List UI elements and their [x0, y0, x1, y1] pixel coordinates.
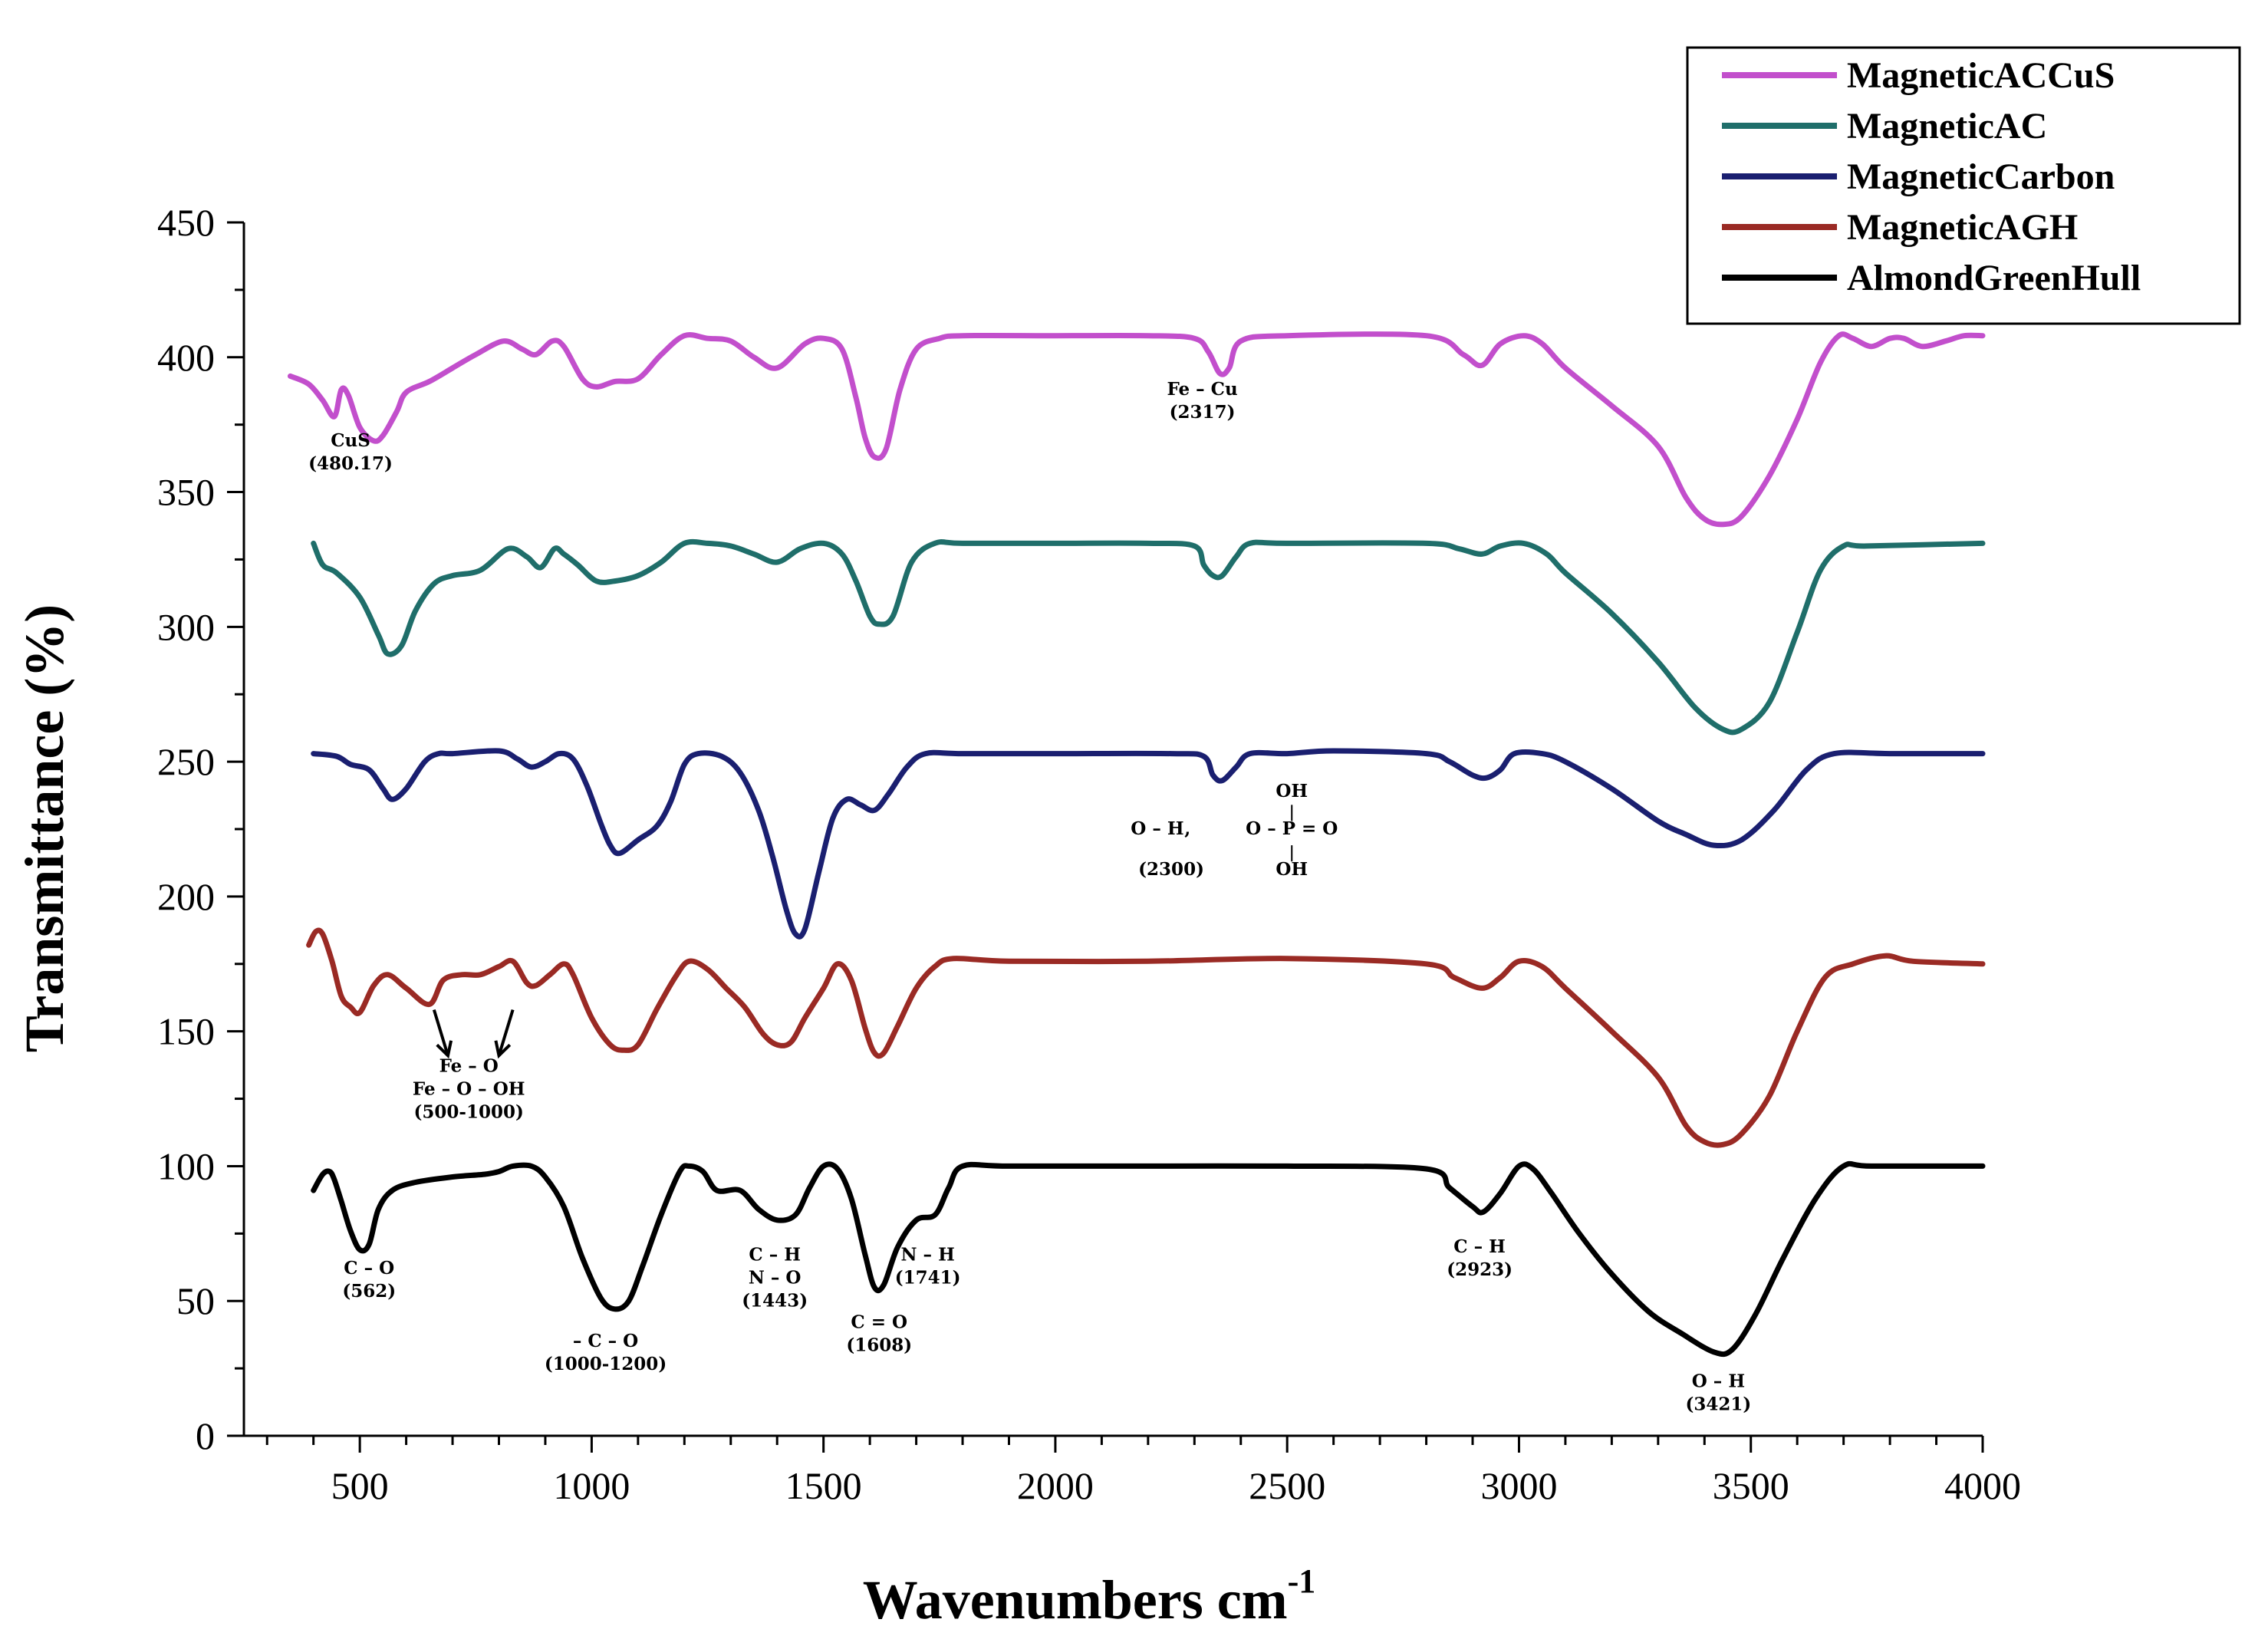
arrow-line [497, 1009, 515, 1056]
series-line-MagneticAC [311, 538, 1986, 736]
series-line-AlmondGreenHull [311, 1160, 1986, 1358]
x-tick-label: 3000 [1480, 1464, 1557, 1507]
y-tick-label: 0 [196, 1414, 215, 1457]
x-tick-label: 2500 [1249, 1464, 1325, 1507]
y-tick-label: 450 [157, 201, 215, 244]
peak-annotation: CuS [331, 430, 370, 451]
peak-annotation: (480.17) [308, 453, 393, 474]
x-tick-label: 3500 [1713, 1464, 1789, 1507]
x-axis-title-main: Wavenumbers cm [863, 1569, 1288, 1631]
plot-frame [242, 222, 1983, 1437]
peak-annotation: Fe – Cu [1167, 379, 1237, 400]
x-axis-title-superscript: -1 [1288, 1562, 1316, 1600]
y-tick-label: 100 [157, 1144, 215, 1187]
peak-annotation: OH [1276, 859, 1308, 880]
legend-label-MagneticACCuS: MagneticACCuS [1847, 55, 2115, 96]
x-tick-label: 4000 [1944, 1464, 2021, 1507]
series-line-MagneticCarbon [311, 748, 1986, 940]
peak-annotation: (2317) [1170, 402, 1236, 423]
peak-annotation: N – H [901, 1244, 955, 1265]
peak-annotation: C – O [344, 1258, 394, 1279]
peak-annotation: C = O [851, 1312, 907, 1332]
legend-items: MagneticACCuS MagneticAC MagneticCarbon Mag… [1722, 55, 2141, 298]
peak-annotation: C – H [1453, 1236, 1506, 1257]
peak-annotation: (2300) [1138, 859, 1204, 880]
series-line-MagneticACCuS [288, 331, 1986, 528]
x-axis-title: Wavenumbers cm-1 [863, 1562, 1316, 1631]
legend: MagneticACCuS MagneticAC MagneticCarbon Mag… [1686, 46, 2241, 325]
x-tick-label: 1000 [553, 1464, 630, 1507]
peak-annotation: (500-1000) [414, 1101, 524, 1122]
peak-annotation: , [1184, 818, 1190, 839]
peak-annotation: (3421) [1686, 1394, 1752, 1415]
y-axis: 0 50 100 150 200 250 300 350 400 450 [157, 201, 244, 1457]
legend-label-MagneticCarbon: MagneticCarbon [1847, 156, 2115, 197]
peak-annotation: N – O [749, 1267, 802, 1288]
peak-annotation: (2923) [1447, 1259, 1513, 1280]
arrow-line [432, 1009, 449, 1056]
peak-annotation: (562) [342, 1281, 396, 1302]
x-tick-label: 500 [331, 1464, 389, 1507]
peak-annotation: O – H [1131, 818, 1183, 839]
legend-label-MagneticAGH: MagneticAGH [1847, 207, 2078, 248]
y-tick-label: 250 [157, 740, 215, 783]
peak-annotation: Fe – O [439, 1055, 499, 1076]
peak-annotation: OH [1276, 781, 1308, 801]
peak-annotation: (1443) [742, 1290, 808, 1311]
peak-annotation: (1000-1200) [545, 1354, 667, 1374]
series-line-MagneticAGH [306, 927, 1986, 1148]
y-tick-label: 150 [157, 1010, 215, 1053]
y-tick-label: 300 [157, 605, 215, 648]
arrow-head [436, 1040, 453, 1059]
peak-annotation: – C – O [573, 1331, 638, 1351]
y-tick-label: 400 [157, 336, 215, 379]
annotation-layer: CuS(480.17) Fe – Cu(2317) C – O(562) – C – … [308, 379, 1751, 1415]
y-tick-label: 200 [157, 875, 215, 918]
x-tick-label: 2000 [1017, 1464, 1094, 1507]
peak-annotation: Fe – O – OH [413, 1078, 525, 1099]
peak-annotation: C – H [749, 1244, 801, 1265]
arrow-head [494, 1040, 512, 1059]
x-tick-label: 1500 [785, 1464, 862, 1507]
legend-label-MagneticAC: MagneticAC [1847, 106, 2047, 146]
peak-annotation: O – P = O [1246, 818, 1338, 839]
peak-annotation: (1608) [846, 1335, 912, 1355]
peak-annotation: (1741) [895, 1267, 961, 1288]
peak-annotation: O – H [1692, 1371, 1745, 1392]
series-layer [288, 331, 1986, 1358]
y-tick-label: 50 [176, 1279, 215, 1322]
legend-label-AlmondGreenHull: AlmondGreenHull [1847, 258, 2141, 298]
y-axis-title: Transmittance (%) [14, 604, 75, 1053]
x-axis: 500 1000 1500 2000 2500 3000 3500 4000 [265, 1436, 2021, 1507]
y-tick-label: 350 [157, 471, 215, 514]
